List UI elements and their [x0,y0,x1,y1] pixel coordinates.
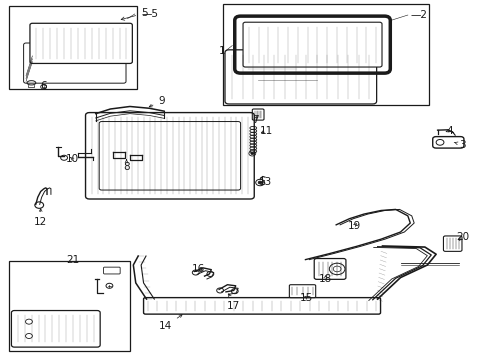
Circle shape [250,152,253,154]
Text: 1: 1 [218,46,224,56]
FancyBboxPatch shape [224,50,376,104]
FancyBboxPatch shape [289,285,315,298]
Text: 12: 12 [34,209,47,227]
Text: 6: 6 [40,81,47,91]
Text: 4: 4 [445,126,452,135]
Text: 18: 18 [318,274,331,284]
Text: 11: 11 [259,126,272,135]
FancyBboxPatch shape [432,136,463,148]
Text: 9: 9 [149,96,164,107]
Text: —5: —5 [141,9,158,19]
Text: 15: 15 [300,293,313,303]
Text: 19: 19 [347,221,360,231]
Bar [222,4,428,105]
Text: 20: 20 [455,232,468,242]
Bar [9,6,137,89]
FancyBboxPatch shape [314,258,345,279]
Text: 21: 21 [66,255,80,265]
FancyBboxPatch shape [99,122,240,190]
FancyBboxPatch shape [243,22,381,67]
Text: 14: 14 [159,315,182,331]
FancyBboxPatch shape [143,298,380,314]
Text: 16: 16 [191,264,204,274]
Text: 8: 8 [123,159,129,172]
Text: —2: —2 [409,10,427,20]
Text: 5: 5 [121,8,147,20]
Text: 3: 3 [453,140,466,150]
Bar [9,261,130,351]
Text: 13: 13 [258,177,271,187]
Text: 10: 10 [66,154,79,164]
Circle shape [258,181,262,184]
FancyBboxPatch shape [30,23,132,63]
Text: 7: 7 [251,115,258,125]
FancyBboxPatch shape [11,311,100,347]
Text: 17: 17 [227,294,240,311]
